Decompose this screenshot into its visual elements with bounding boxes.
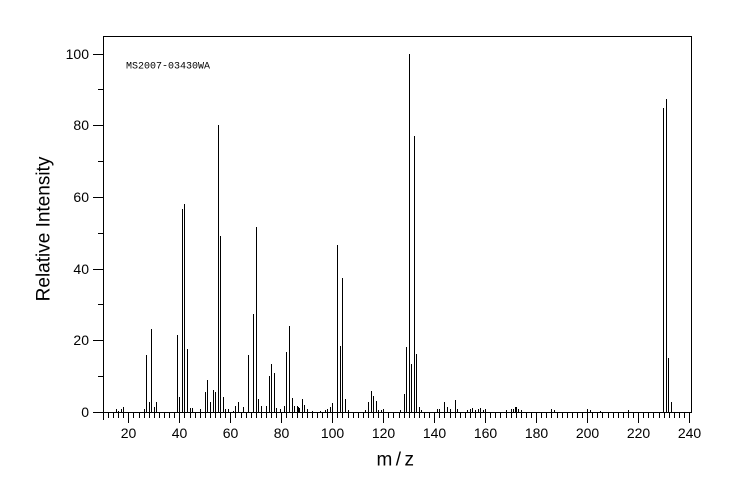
svg-text:200: 200 xyxy=(576,425,600,441)
svg-text:m/z: m/z xyxy=(376,450,417,471)
svg-text:80: 80 xyxy=(73,117,89,133)
svg-text:Relative Intensity: Relative Intensity xyxy=(33,156,54,301)
svg-text:160: 160 xyxy=(474,425,498,441)
svg-text:180: 180 xyxy=(525,425,549,441)
svg-text:0: 0 xyxy=(81,404,89,420)
svg-text:140: 140 xyxy=(423,425,447,441)
svg-text:120: 120 xyxy=(372,425,396,441)
svg-text:60: 60 xyxy=(73,189,89,205)
svg-text:20: 20 xyxy=(73,332,89,348)
svg-text:20: 20 xyxy=(121,425,137,441)
svg-text:220: 220 xyxy=(627,425,651,441)
svg-text:80: 80 xyxy=(274,425,290,441)
svg-text:100: 100 xyxy=(321,425,345,441)
svg-text:60: 60 xyxy=(223,425,239,441)
svg-text:MS2007-03430WA: MS2007-03430WA xyxy=(126,62,210,73)
svg-text:240: 240 xyxy=(678,425,702,441)
svg-text:100: 100 xyxy=(66,46,90,62)
svg-text:40: 40 xyxy=(172,425,188,441)
svg-text:40: 40 xyxy=(73,261,89,277)
